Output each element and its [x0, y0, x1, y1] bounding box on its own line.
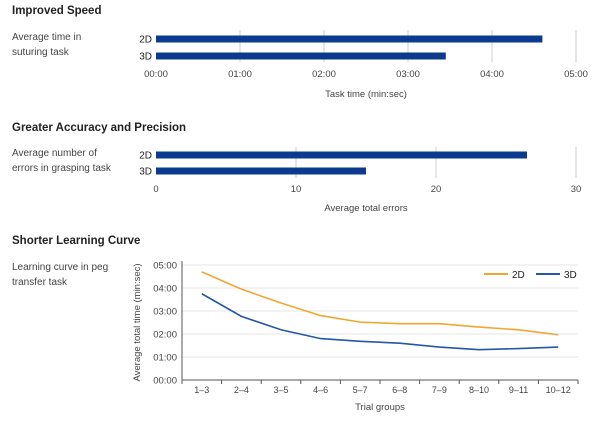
bar: [156, 52, 446, 60]
y-tick-label: 04:00: [153, 284, 177, 295]
y-tick-label: 02:00: [153, 330, 177, 341]
y-tick-label: 00:00: [153, 376, 177, 387]
x-tick-label: 9–11: [509, 385, 528, 395]
speed-description: Average time in suturing task: [12, 30, 122, 60]
x-tick-label: 2–4: [234, 385, 249, 395]
accuracy-description: Average number of errors in grasping tas…: [12, 146, 122, 176]
x-tick-label: 04:00: [480, 69, 504, 80]
x-tick-label: 8–10: [469, 385, 489, 395]
speed-description-line-1: Average time in: [12, 32, 82, 43]
x-tick-label: 05:00: [564, 69, 588, 80]
accuracy-description-line-1: Average number of: [12, 148, 97, 159]
learning-description: Learning curve in peg transfer task: [12, 260, 122, 290]
x-tick-label: 02:00: [312, 69, 336, 80]
section-title-speed: Improved Speed: [12, 5, 102, 17]
category-label: 3D: [139, 167, 152, 178]
x-tick-label: 3–5: [273, 385, 288, 395]
y-axis-label: Average total time (min:sec): [132, 263, 143, 381]
x-tick-label: 01:00: [228, 69, 252, 80]
legend-label-2d: 2D: [512, 270, 525, 281]
category-label: 3D: [139, 52, 152, 63]
x-tick-label: 20: [431, 184, 442, 195]
section-title-learning: Shorter Learning Curve: [12, 235, 141, 247]
series-line-2d: [201, 271, 559, 336]
x-tick-label: 03:00: [396, 69, 420, 80]
category-label: 2D: [139, 35, 152, 46]
x-axis-label: Task time (min:sec): [325, 89, 407, 100]
section-title-accuracy: Greater Accuracy and Precision: [12, 122, 187, 134]
accuracy-description-line-2: errors in grasping task: [12, 163, 111, 174]
x-tick-label: 10: [291, 184, 302, 195]
x-tick-label: 1–3: [194, 385, 209, 395]
x-tick-label: 4–6: [313, 385, 328, 395]
y-tick-label: 03:00: [153, 307, 177, 318]
legend-label-3d: 3D: [564, 270, 577, 281]
x-axis-label: Average total errors: [324, 203, 408, 214]
category-label: 2D: [139, 151, 152, 162]
series-line-3d: [201, 293, 559, 351]
bar: [156, 167, 366, 175]
bar: [156, 151, 527, 159]
x-tick-label: 00:00: [144, 69, 168, 80]
y-tick-label: 01:00: [153, 353, 177, 364]
x-tick-label: 5–7: [353, 385, 368, 395]
x-tick-label: 0: [153, 184, 158, 195]
speed-description-line-2: suturing task: [12, 47, 69, 58]
learning-description-line-2: transfer task: [12, 277, 68, 288]
learning-description-line-1: Learning curve in peg: [12, 262, 109, 273]
y-tick-label: 05:00: [153, 261, 177, 272]
x-tick-label: 30: [571, 184, 582, 195]
x-tick-label: 7–9: [432, 385, 447, 395]
x-axis-label: Trial groups: [355, 402, 405, 413]
x-tick-label: 10–12: [546, 385, 571, 395]
bar: [156, 35, 543, 43]
x-tick-label: 6–8: [392, 385, 407, 395]
